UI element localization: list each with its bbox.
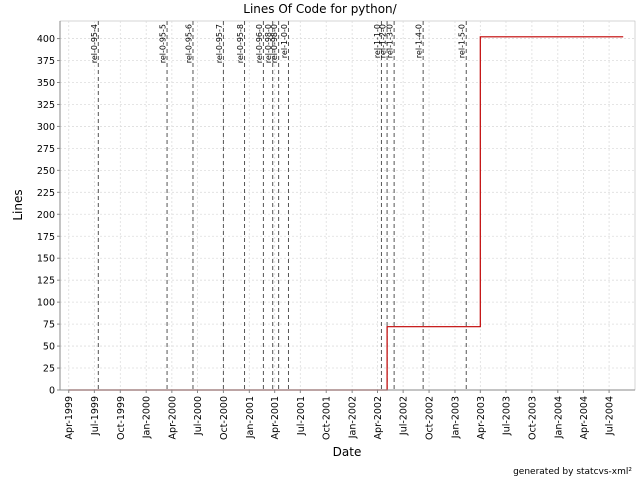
y-tick-label: 400 [37,34,55,45]
y-tick-label: 350 [37,78,55,89]
x-tick-label: Apr-1999 [64,396,75,439]
x-tick-label: Apr-2001 [270,396,281,439]
x-tick-label: Jan-2003 [450,396,461,439]
release-marker-label: rel-0-95-4 [90,24,99,63]
x-tick-label: Oct-2001 [322,396,333,440]
y-tick-label: 300 [37,122,55,133]
x-tick-label: Oct-2000 [219,396,230,440]
x-tick-label: Jan-2002 [348,396,359,439]
release-marker-label: rel-0-98-0 [270,24,279,63]
y-ticks: 0 25 50 75 100 125 150 175 200 225 250 275 300 325 350… [37,34,60,397]
release-marker-label: rel-1-4-0 [415,24,424,58]
x-tick-label: Jan-2000 [142,396,153,439]
release-marker-label: rel-0-95-6 [184,24,193,63]
footer-credit: generated by statcvs-xml² [513,467,632,477]
x-tick-label: Jan-2001 [245,396,256,439]
y-tick-label: 325 [37,100,55,111]
release-marker-label: rel-1-5-0 [458,24,467,58]
y-tick-label: 0 [49,386,55,397]
x-axis-label: Date [333,445,362,459]
y-tick-label: 200 [37,210,55,221]
release-marker-label: rel-1-3-0 [386,24,395,58]
x-tick-label: Jul-2000 [193,396,204,436]
y-tick-label: 150 [37,254,55,265]
release-marker-label: rel-1-2-0 [379,24,388,58]
x-tick-label: Jul-2003 [501,396,512,436]
x-tick-label: Jul-2004 [605,396,616,436]
y-tick-label: 375 [37,56,55,67]
y-tick-label: 75 [43,320,55,331]
x-tick-label: Oct-2002 [425,396,436,440]
x-tick-label: Jul-2001 [296,396,307,436]
release-marker-label: rel-0-98-0 [264,24,273,63]
y-tick-label: 225 [37,188,55,199]
x-tick-label: Jul-2002 [399,396,410,436]
x-tick-label: Jul-1999 [90,396,101,436]
release-marker-label: rel-1-1-0 [373,24,382,58]
x-tick-label: Oct-2003 [527,396,538,440]
x-tick-label: Apr-2004 [579,396,590,439]
y-tick-label: 175 [37,232,55,243]
y-tick-label: 25 [43,364,55,375]
y-tick-label: 125 [37,276,55,287]
x-tick-label: Apr-2003 [476,396,487,439]
chart-title: Lines Of Code for python/ [243,2,397,16]
release-marker-label: rel-0-95-8 [236,24,245,63]
y-axis-label: Lines [11,189,25,220]
release-markers: rel-0-95-4 rel-0-95-5 rel-0-95-6 rel-0-95-7… [90,21,467,390]
grid-lines [60,21,635,390]
release-marker-label: rel-0-96-0 [255,24,264,63]
y-tick-label: 275 [37,144,55,155]
x-tick-label: Oct-1999 [116,396,127,440]
release-marker-label: rel-1-0-0 [280,24,289,58]
x-tick-label: Apr-2000 [167,396,178,439]
release-marker-label: rel-0-95-7 [215,24,224,63]
release-marker-label: rel-0-95-5 [159,24,168,63]
plot-area [59,20,636,391]
y-tick-label: 250 [37,166,55,177]
y-tick-label: 50 [43,342,55,353]
x-ticks: Apr-1999 Jul-1999 Oct-1999 Jan-2000 Apr-2000… [64,390,616,440]
x-tick-label: Apr-2002 [373,396,384,439]
x-tick-label: Jan-2004 [553,396,564,439]
y-tick-label: 100 [37,298,55,309]
